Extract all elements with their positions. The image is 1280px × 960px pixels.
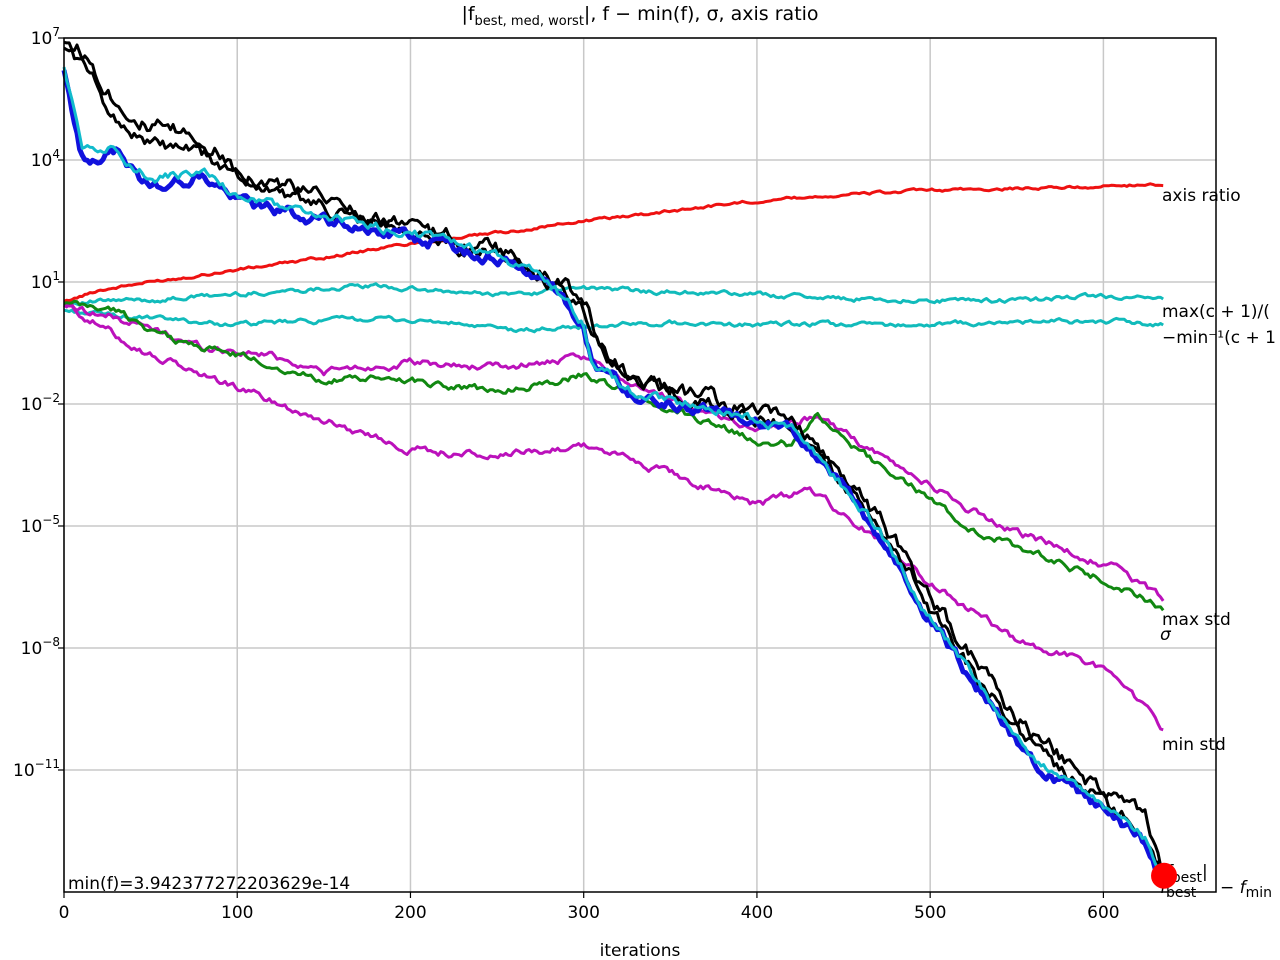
series-line-min-std [63,302,1164,732]
x-axis-label: iterations [600,941,681,960]
series-group [61,40,1166,889]
series-line-f-minus-min [62,66,1165,886]
x-tick-label: 200 [394,903,426,923]
label-f-best-abs-close: | [1202,862,1208,882]
y-tick-label: 10−11 [13,757,60,781]
chart-title-subscript: best, med, worst [475,14,584,29]
series-line-f-worst [63,40,1165,872]
label-f-min-side-sub: min [1246,885,1272,901]
y-tick-label: 10−8 [21,635,60,659]
label-max-std: max std [1162,610,1231,630]
min-f-annotation: min(f)=3.942377272203629e-14 [68,874,350,894]
final-value-marker [1151,862,1178,889]
label-axis-ratio: axis ratio [1162,186,1241,206]
y-tick-label: 104 [31,147,60,171]
label-cov-min: −min⁻¹(c + 1 [1162,328,1276,348]
label-f-best-abs-sub: best [1172,870,1203,886]
y-tick-label: 10−5 [21,513,60,537]
label-sigma: σ [1160,625,1172,645]
series-line-sigma [63,299,1165,612]
label-cov-max: max(c + 1)/( [1162,302,1270,322]
y-tick-label: 107 [31,25,60,49]
series-line-cov-min [63,308,1164,334]
label-f-min-side-main: − f [1220,878,1249,898]
x-tick-label: 600 [1087,903,1119,923]
series-line-cov-max [63,282,1164,307]
chart-title: |fbest, med, worst|, f − min(f), σ, axis… [461,3,818,29]
x-tick-label: 300 [567,903,599,923]
series-line-axis-ratio [63,182,1164,303]
label-min-std: min std [1162,735,1226,755]
label-f-min-side: − fmin [1220,878,1272,901]
y-tick-label: 10−2 [21,391,60,415]
x-tick-label: 500 [914,903,946,923]
plot-frame [63,37,1217,893]
x-tick-label: 0 [59,903,70,923]
y-tick-label: 101 [31,269,60,293]
grid [63,37,1216,892]
axis-ticks: 0 100 200 300 400 500 600 107 104 101 10−2 10−5 10−8… [13,25,1120,923]
label-f-best-sub: best [1166,885,1197,901]
x-tick-label: 100 [221,903,253,923]
series-line-f-med [63,46,1164,875]
x-tick-label: 400 [741,903,773,923]
chart-title-part-a: |f [461,3,475,25]
chart-title-part-b: |, f − min(f), σ, axis ratio [584,3,819,25]
series-line-f-best [61,69,1166,889]
